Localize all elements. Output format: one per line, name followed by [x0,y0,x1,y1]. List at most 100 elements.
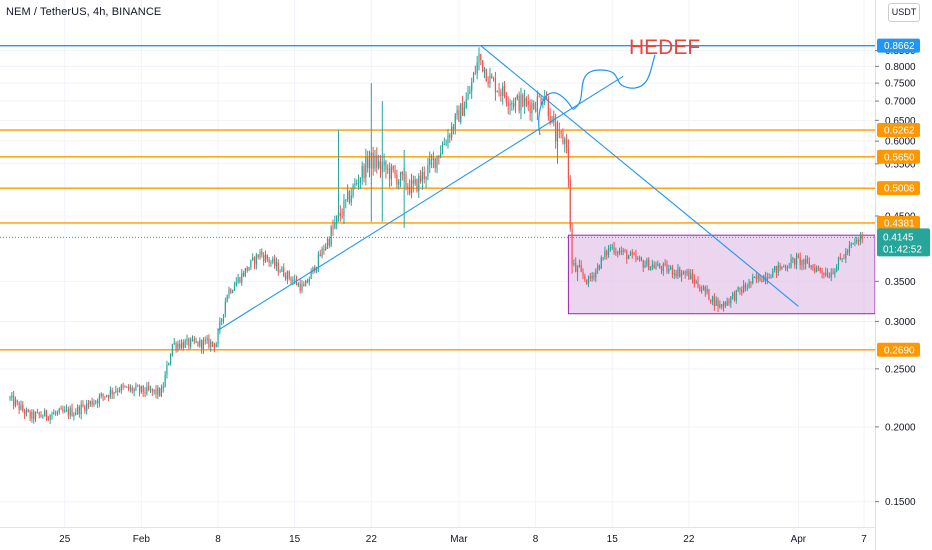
candle-body [58,408,60,412]
candle-body [113,392,115,395]
candle-body [509,103,511,106]
candle-body [790,259,792,268]
candle-body [606,251,608,256]
y-tick-label: 0.2000 [885,422,916,433]
candle-body [664,263,666,265]
trendline-descending [480,45,799,307]
annotation-layer: HEDEF [538,36,700,136]
candle-body [737,287,739,290]
candle-body [128,386,130,390]
candle-body [343,200,345,217]
symbol-title: NEM / TetherUS, 4h, BINANCE [6,6,162,18]
candle-body [690,273,692,280]
candle-body [387,168,389,170]
candle-body [339,212,341,217]
candle-body [96,401,99,404]
grid-layer [0,0,875,527]
candle-body [148,386,150,390]
candle-body [425,176,427,180]
candle-body [834,271,836,275]
candle-body [445,143,447,145]
candle-body [297,283,299,285]
candle-body [186,338,188,341]
candle-body [31,411,33,419]
level-price-tag [877,123,920,138]
candle-body [396,174,398,185]
candle-body [750,281,752,284]
candle-body [805,259,807,265]
candle-body [761,281,763,283]
candle-body [671,267,674,275]
candle-body [763,275,765,282]
candle-body [825,272,827,275]
candle-body [602,257,604,259]
candle-body [365,156,367,178]
candle-body [551,116,553,124]
candle-body [507,102,509,106]
level-price-tag [877,149,920,164]
candle-body [359,178,361,183]
candle-body [520,94,522,111]
candle-body [536,96,538,112]
y-tick-label: 0.7000 [885,97,916,108]
candle-body [531,103,533,114]
candle-body [744,284,747,288]
candle-body [159,387,161,396]
candle-body [345,199,347,201]
candle-body [232,290,234,293]
candle-body [368,159,371,169]
candle-body [129,387,132,390]
candle-body [288,271,290,279]
x-tick-label: Mar [450,534,468,545]
candle-body [489,75,491,84]
candle-body [472,72,475,83]
candle-body [538,96,540,98]
candle-body [246,267,248,271]
currency-button[interactable]: USDT [888,3,920,22]
candle-body [325,246,327,250]
candle-body [312,266,314,271]
candle-body [55,412,57,414]
candle-body [817,267,820,269]
candle-body [527,100,529,105]
candle-body [208,338,210,348]
candle-body [51,414,53,416]
candle-body [334,223,336,229]
candle-body [228,289,230,296]
candle-body [49,415,51,420]
candle-body [149,388,152,390]
candle-body [98,395,101,404]
candle-body [401,172,403,175]
candle-body [774,266,776,270]
candle-body [348,191,351,203]
candle-body [299,283,301,291]
candle-body [160,388,163,396]
candle-body [372,152,374,169]
candle-body [680,273,683,277]
candle-body [379,161,382,170]
candle-body [567,147,570,180]
candle-body [168,363,170,366]
candle-body [447,135,449,144]
candle-body [140,385,142,392]
candle-body [598,265,601,269]
candle-body [821,271,823,274]
candle-body [458,110,460,122]
candle-body [215,344,217,348]
candle-body [14,400,17,406]
candle-body [748,281,750,288]
candle-body [558,129,560,131]
candle-body [117,390,119,392]
candle-body [711,296,714,302]
candle-body [295,279,298,285]
candle-body [409,187,411,194]
candle-body [252,257,254,261]
x-tick-label: 22 [366,534,378,545]
candle-body [279,271,281,273]
level-price-label: 0.6262 [884,126,915,137]
candle-body [330,226,332,246]
candle-body [421,172,424,182]
candle-body [131,387,133,392]
candle-body [153,389,155,392]
